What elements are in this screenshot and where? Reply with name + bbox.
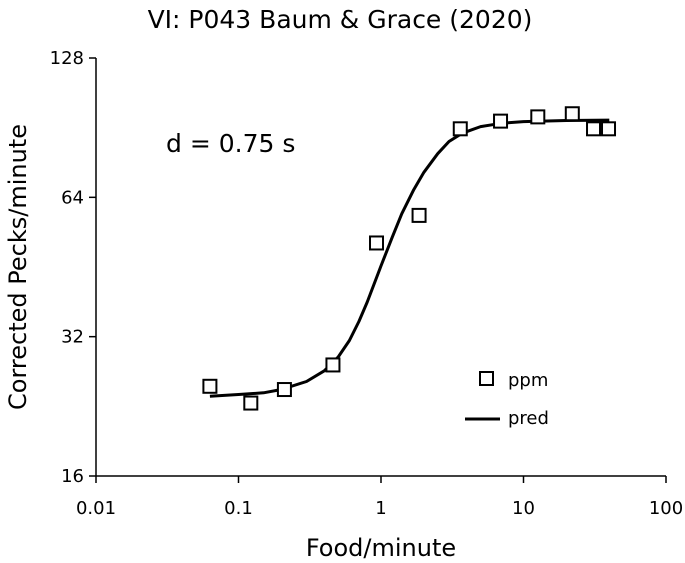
pred-line: [209, 118, 610, 398]
legend-label-ppm: ppm: [508, 370, 548, 391]
legend: ppm pred: [465, 370, 549, 429]
ppm-point: [325, 357, 341, 373]
legend-marker-ppm: [479, 371, 494, 386]
ppm-point: [411, 207, 427, 223]
ppm-point: [564, 106, 580, 122]
y-axis-label: Corrected Pecks/minute: [4, 124, 32, 410]
pred-series: [209, 118, 610, 398]
ppm-point: [202, 378, 218, 394]
ppm-point: [452, 121, 468, 137]
ppm-point: [530, 109, 546, 125]
ppm-point: [369, 235, 385, 251]
ppm-point: [601, 121, 617, 137]
ppm-point: [493, 113, 509, 129]
y-tick-label: 16: [61, 466, 84, 487]
chart-title: VI: P043 Baum & Grace (2020): [148, 5, 533, 34]
x-tick-label: 100: [649, 498, 683, 519]
x-tick-label: 1: [375, 498, 386, 519]
ticks: 0.01 0.1 1 10 100 16 32 64 128: [50, 48, 684, 519]
ppm-series: [202, 106, 617, 411]
ppm-point: [586, 121, 602, 137]
x-axis-label: Food/minute: [306, 534, 456, 562]
x-tick-label: 0.01: [76, 498, 116, 519]
legend-label-pred: pred: [508, 408, 549, 429]
annotation-text: d = 0.75 s: [166, 129, 295, 158]
y-tick-label: 128: [50, 48, 84, 69]
x-tick-label: 0.1: [224, 498, 253, 519]
y-tick-label: 64: [61, 187, 84, 208]
ppm-point: [243, 395, 259, 411]
ppm-point: [276, 382, 292, 398]
x-tick-label: 10: [512, 498, 535, 519]
y-tick-label: 32: [61, 327, 84, 348]
